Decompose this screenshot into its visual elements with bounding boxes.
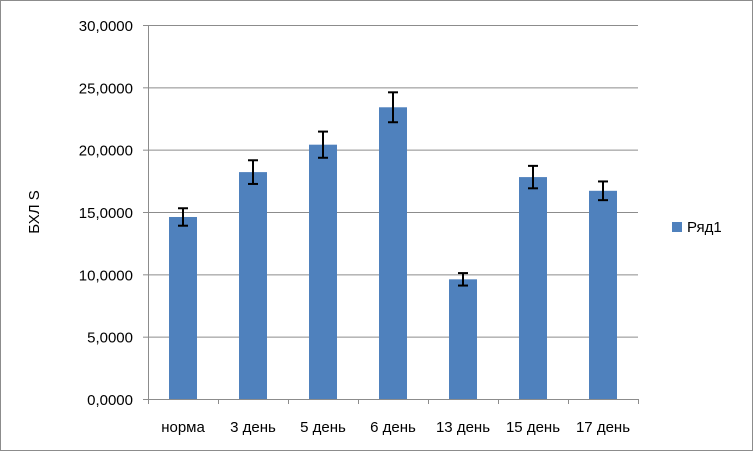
x-tick-label: 6 день bbox=[370, 419, 416, 436]
x-tick-label: норма bbox=[161, 419, 205, 436]
error-bar bbox=[598, 180, 608, 202]
x-tick-label: 5 день bbox=[300, 419, 346, 436]
error-bar bbox=[388, 91, 398, 124]
error-bar bbox=[528, 164, 538, 190]
x-tick-labels: норма 3 день 5 день 6 день 13 день 15 день 17 … bbox=[161, 419, 630, 436]
bar bbox=[169, 216, 197, 399]
error-bars bbox=[178, 91, 608, 287]
bar bbox=[519, 177, 547, 399]
legend: Ряд1 bbox=[672, 219, 722, 236]
bar bbox=[309, 144, 337, 399]
y-tick-label: 10,0000 bbox=[79, 267, 133, 284]
legend-swatch-series-1 bbox=[672, 222, 682, 232]
bar bbox=[589, 190, 617, 399]
x-tick-label: 15 день bbox=[506, 419, 560, 436]
x-tick-label: 13 день bbox=[436, 419, 490, 436]
y-tick-labels: 0,0000 5,0000 10,0000 15,0000 20,0000 25,0000… bbox=[79, 18, 133, 409]
bar bbox=[449, 279, 477, 399]
y-tick-label: 5,0000 bbox=[87, 330, 133, 347]
error-bar bbox=[248, 159, 258, 185]
bar bbox=[379, 107, 407, 399]
y-tick-label: 25,0000 bbox=[79, 80, 133, 97]
y-tick-label: 0,0000 bbox=[87, 392, 133, 409]
axes bbox=[148, 25, 639, 404]
bar bbox=[239, 172, 267, 399]
y-axis-title: БХЛ S bbox=[26, 190, 43, 234]
error-bar bbox=[178, 207, 188, 227]
error-bar bbox=[318, 130, 328, 159]
bars bbox=[169, 107, 617, 399]
legend-label-series-1: Ряд1 bbox=[687, 219, 722, 236]
x-tick-label: 17 день bbox=[576, 419, 630, 436]
error-bar bbox=[458, 272, 468, 287]
y-tick-label: 30,0000 bbox=[79, 18, 133, 35]
y-tick-label: 20,0000 bbox=[79, 143, 133, 160]
y-tick-label: 15,0000 bbox=[79, 205, 133, 222]
x-tick-label: 3 день bbox=[230, 419, 276, 436]
